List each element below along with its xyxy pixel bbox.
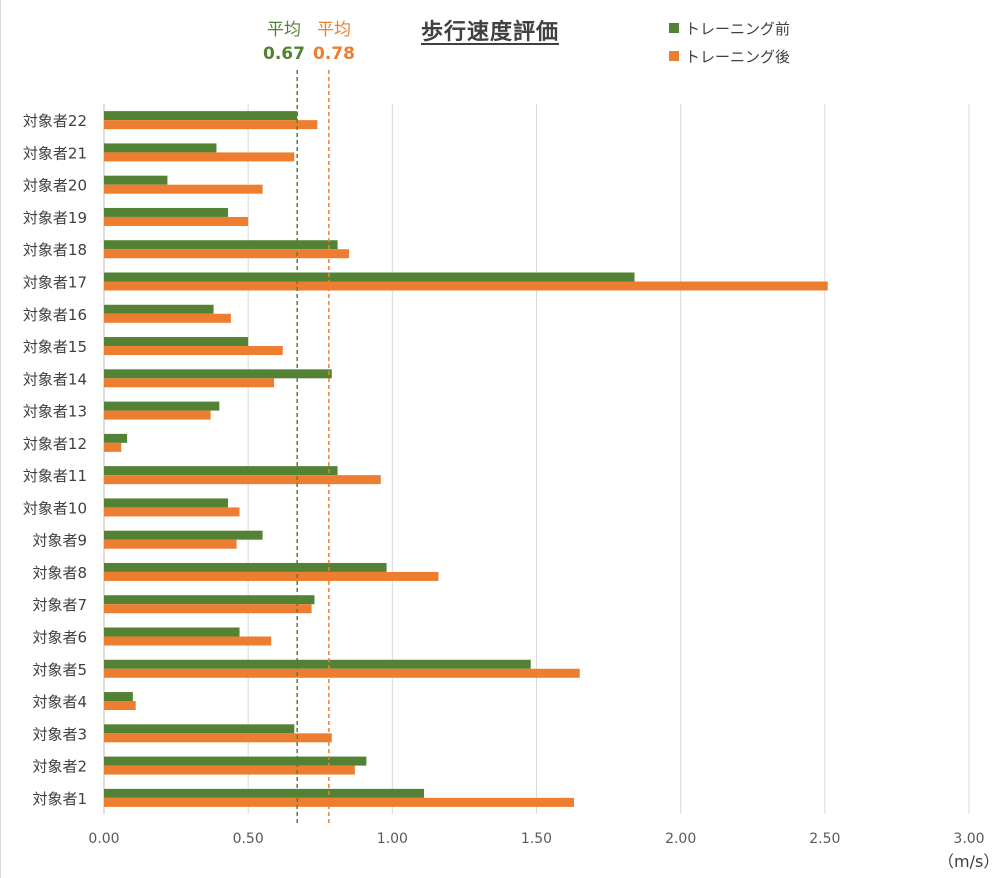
bar-before-10 xyxy=(104,498,228,508)
bar-before-15 xyxy=(104,337,249,347)
category-label-8: 対象者8 xyxy=(32,564,87,582)
category-label-3: 対象者3 xyxy=(32,725,87,743)
bar-after-8 xyxy=(104,571,439,581)
bar-after-19 xyxy=(104,216,249,226)
bar-after-10 xyxy=(104,507,240,517)
bar-before-5 xyxy=(104,659,531,669)
bar-before-17 xyxy=(104,272,635,282)
bar-before-21 xyxy=(104,143,217,153)
legend-label-before: トレーニング前 xyxy=(685,19,791,38)
category-label-18: 対象者18 xyxy=(23,241,87,259)
bar-before-8 xyxy=(104,562,387,572)
category-label-7: 対象者7 xyxy=(32,596,87,614)
bar-before-22 xyxy=(104,111,298,121)
bar-before-2 xyxy=(104,756,367,766)
bar-before-14 xyxy=(104,369,332,379)
category-label-14: 対象者14 xyxy=(23,370,87,388)
category-label-21: 対象者21 xyxy=(23,144,87,162)
category-label-5: 対象者5 xyxy=(32,661,87,679)
bar-before-6 xyxy=(104,627,240,637)
bar-before-12 xyxy=(104,433,128,443)
bar-after-2 xyxy=(104,765,355,775)
category-label-12: 対象者12 xyxy=(23,435,87,453)
legend: トレーニング前 トレーニング後 xyxy=(669,14,790,70)
x-tick-label-0.50: 0.50 xyxy=(233,831,264,847)
bar-after-16 xyxy=(104,313,231,323)
bar-after-6 xyxy=(104,636,272,646)
category-label-1: 対象者1 xyxy=(32,790,87,808)
bar-after-15 xyxy=(104,346,283,356)
category-label-15: 対象者15 xyxy=(23,338,87,356)
bar-before-18 xyxy=(104,240,338,250)
bar-after-5 xyxy=(104,668,580,678)
average-value-after: 0.78 xyxy=(313,43,355,64)
category-label-10: 対象者10 xyxy=(23,499,87,517)
category-label-13: 対象者13 xyxy=(23,403,87,421)
legend-item-after[interactable]: トレーニング後 xyxy=(669,42,790,70)
legend-swatch-before xyxy=(669,23,679,33)
bar-before-7 xyxy=(104,595,315,605)
bar-after-20 xyxy=(104,184,263,194)
legend-item-before[interactable]: トレーニング前 xyxy=(669,14,790,42)
x-tick-label-3.00: 3.00 xyxy=(953,831,984,847)
bar-before-4 xyxy=(104,692,133,702)
x-axis-unit: （m/s） xyxy=(938,852,1000,871)
category-label-6: 対象者6 xyxy=(32,629,87,647)
bar-after-3 xyxy=(104,733,332,743)
average-annotation-before: 平均 0.67 xyxy=(263,21,305,63)
bar-after-9 xyxy=(104,539,237,549)
bar-after-7 xyxy=(104,604,312,614)
category-label-9: 対象者9 xyxy=(32,532,87,550)
bar-after-13 xyxy=(104,410,211,420)
category-label-22: 対象者22 xyxy=(23,112,87,130)
bar-before-3 xyxy=(104,724,295,734)
bar-after-4 xyxy=(104,701,136,711)
x-tick-label-2.50: 2.50 xyxy=(809,831,840,847)
category-label-20: 対象者20 xyxy=(23,177,87,195)
category-label-16: 対象者16 xyxy=(23,306,87,324)
average-label-before: 平均 xyxy=(266,20,301,40)
category-label-19: 対象者19 xyxy=(23,209,87,227)
legend-label-after: トレーニング後 xyxy=(685,47,791,66)
category-label-4: 対象者4 xyxy=(32,693,87,711)
category-label-11: 対象者11 xyxy=(23,467,87,485)
bar-before-16 xyxy=(104,304,214,314)
x-tick-label-1.00: 1.00 xyxy=(377,831,408,847)
bar-after-18 xyxy=(104,249,350,259)
bar-before-11 xyxy=(104,466,338,476)
average-annotation-after: 平均 0.78 xyxy=(313,21,355,63)
bar-after-21 xyxy=(104,152,295,162)
x-tick-label-1.50: 1.50 xyxy=(521,831,552,847)
average-label-after: 平均 xyxy=(316,20,351,40)
bar-before-13 xyxy=(104,401,220,411)
bar-after-1 xyxy=(104,797,574,807)
x-tick-label-2.00: 2.00 xyxy=(665,831,696,847)
category-label-17: 対象者17 xyxy=(23,274,87,292)
bar-after-17 xyxy=(104,281,828,291)
legend-swatch-after xyxy=(669,51,679,61)
bar-after-12 xyxy=(104,442,122,452)
average-value-before: 0.67 xyxy=(263,43,305,64)
bar-before-9 xyxy=(104,530,263,540)
chart-title: 歩行速度評価 xyxy=(421,20,560,45)
bar-after-14 xyxy=(104,378,275,388)
bar-before-1 xyxy=(104,788,425,798)
category-label-2: 対象者2 xyxy=(32,758,87,776)
bar-after-22 xyxy=(104,120,318,130)
x-tick-label-0.00: 0.00 xyxy=(88,831,119,847)
bar-after-11 xyxy=(104,475,381,485)
bar-before-20 xyxy=(104,175,168,185)
bar-before-19 xyxy=(104,207,228,217)
